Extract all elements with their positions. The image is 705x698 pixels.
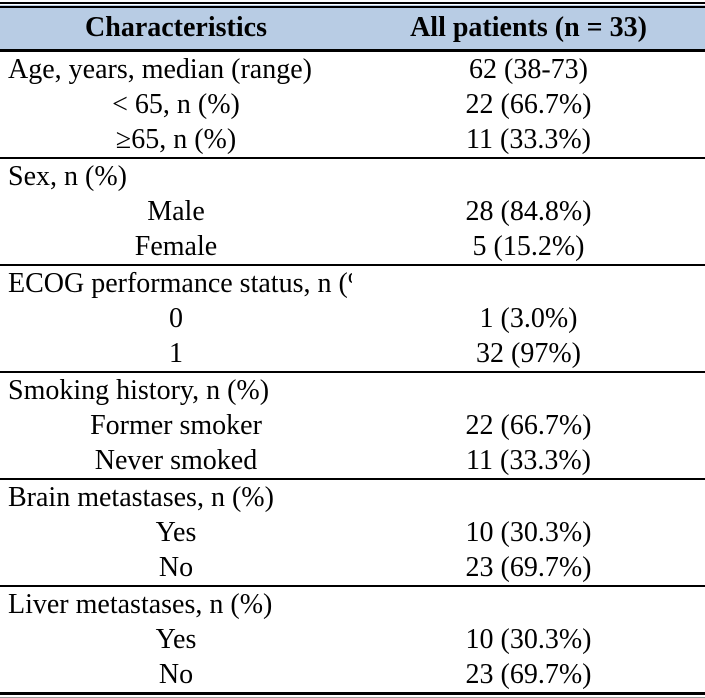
table-row-ecog-0: 0 1 (3.0%) <box>0 301 705 336</box>
row-value: 1 (3.0%) <box>479 303 578 334</box>
row-label: < 65, n (%) <box>112 89 240 120</box>
row-label: Female <box>134 231 218 262</box>
row-label: Yes <box>155 624 197 655</box>
row-value <box>352 264 705 301</box>
table-row-former-smoker: Former smoker 22 (66.7%) <box>0 408 705 443</box>
row-label: Age, years, median (range) <box>8 54 312 85</box>
row-label: Brain metastases, n (%) <box>0 478 352 515</box>
table-row-brain-mets-no: No 23 (69.7%) <box>0 550 705 586</box>
row-value: 5 (15.2%) <box>472 231 585 262</box>
row-value: 10 (30.3%) <box>465 624 592 655</box>
table-row-smoking: Smoking history, n (%) <box>0 371 705 408</box>
row-value <box>352 478 705 515</box>
row-value: 22 (66.7%) <box>465 410 592 441</box>
table-row-age: Age, years, median (range) 62 (38-73) <box>0 51 705 88</box>
table-row-liver-mets: Liver metastases, n (%) <box>0 585 705 622</box>
row-label: 0 <box>169 303 183 334</box>
row-value: 23 (69.7%) <box>352 657 705 695</box>
row-value: 28 (84.8%) <box>465 196 592 227</box>
table-row-female: Female 5 (15.2%) <box>0 229 705 265</box>
row-label: 1 <box>169 338 183 369</box>
row-label: Smoking history, n (%) <box>0 371 352 408</box>
table-row-liver-mets-no: No 23 (69.7%) <box>0 657 705 695</box>
row-label: Yes <box>155 517 197 548</box>
table-row-male: Male 28 (84.8%) <box>0 194 705 229</box>
row-value: 11 (33.3%) <box>466 445 591 476</box>
row-label: ECOG performance status, n (%) <box>0 264 352 301</box>
column-header-characteristics: Characteristics <box>0 2 352 52</box>
row-value: 62 (38-73) <box>469 54 588 85</box>
table-row-age-65-plus: ≥65, n (%) 11 (33.3%) <box>0 122 705 158</box>
row-label: No <box>0 657 352 695</box>
row-label: ≥65, n (%) <box>115 124 237 155</box>
row-label: Never smoked <box>94 445 258 476</box>
row-value: 23 (69.7%) <box>465 552 592 583</box>
row-label: Sex, n (%) <box>0 157 352 194</box>
row-value: 22 (66.7%) <box>465 89 592 120</box>
table-row-sex: Sex, n (%) <box>0 157 705 194</box>
table-row-brain-mets: Brain metastases, n (%) <box>0 478 705 515</box>
row-value: 11 (33.3%) <box>466 124 591 155</box>
column-header-all-patients: All patients (n = 33) <box>352 2 705 52</box>
table-row-liver-mets-yes: Yes 10 (30.3%) <box>0 622 705 657</box>
row-value <box>352 157 705 194</box>
row-label: Male <box>147 196 205 227</box>
row-label: Liver metastases, n (%) <box>0 585 352 622</box>
table-row-ecog: ECOG performance status, n (%) <box>0 264 705 301</box>
table-header-row: Characteristics All patients (n = 33) <box>0 2 705 52</box>
table-row-ecog-1: 1 32 (97%) <box>0 336 705 372</box>
table-row-never-smoked: Never smoked 11 (33.3%) <box>0 443 705 479</box>
table-row-age-under-65: < 65, n (%) 22 (66.7%) <box>0 87 705 122</box>
row-label: No <box>158 552 194 583</box>
row-value <box>352 585 705 622</box>
row-value <box>352 371 705 408</box>
row-value: 32 (97%) <box>476 338 581 369</box>
table-row-brain-mets-yes: Yes 10 (30.3%) <box>0 515 705 550</box>
row-value: 10 (30.3%) <box>465 517 592 548</box>
row-label: Former smoker <box>90 410 262 441</box>
